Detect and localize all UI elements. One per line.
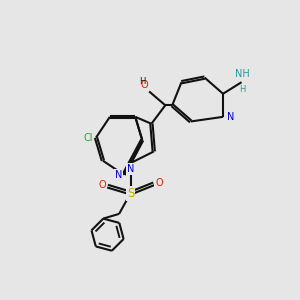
Text: O: O <box>155 178 163 188</box>
Text: O: O <box>99 180 106 190</box>
Text: N: N <box>115 169 122 180</box>
Text: Cl: Cl <box>83 133 92 142</box>
Text: S: S <box>127 187 134 200</box>
Text: O: O <box>140 80 148 90</box>
Text: NH: NH <box>235 69 250 79</box>
Text: N: N <box>127 164 134 174</box>
Text: H: H <box>239 85 246 94</box>
Text: N: N <box>226 112 234 122</box>
Text: H: H <box>140 77 146 86</box>
